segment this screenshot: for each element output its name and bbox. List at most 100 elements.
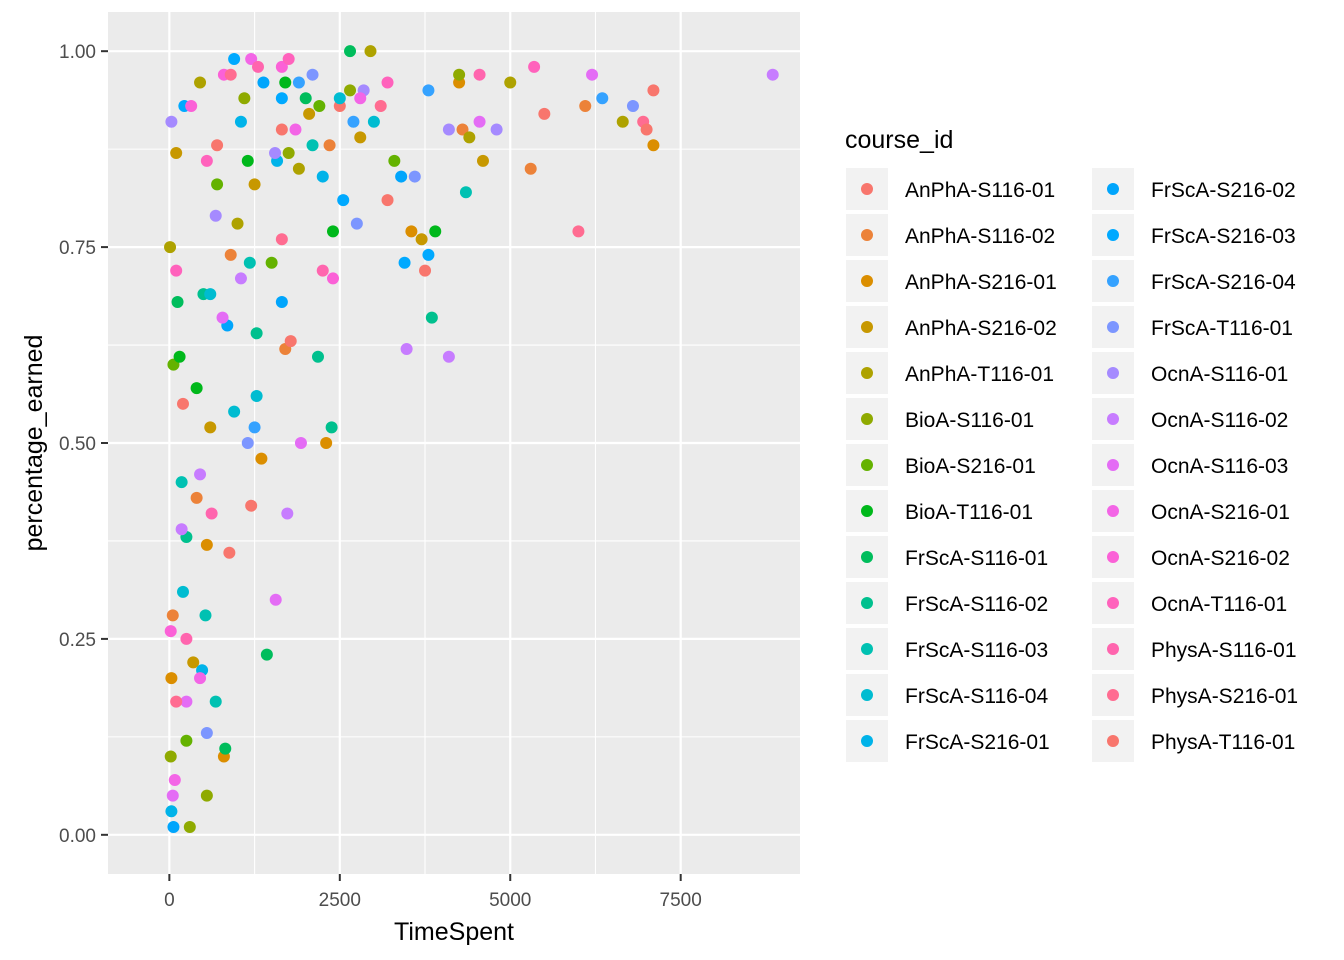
data-point	[190, 382, 203, 395]
data-point	[442, 350, 455, 363]
data-point	[647, 139, 660, 152]
legend-label: OcnA-T116-01	[1151, 593, 1287, 616]
major-gridlines	[108, 12, 800, 874]
legend-label: FrScA-T116-01	[1151, 317, 1293, 340]
data-point	[265, 256, 278, 269]
legend-swatch	[861, 321, 873, 333]
data-point	[354, 92, 367, 105]
data-point	[245, 499, 258, 512]
legend-item: PhysA-S116-01	[1092, 628, 1297, 670]
data-point	[572, 225, 585, 238]
legend-label: FrScA-S116-01	[905, 547, 1048, 570]
data-point	[248, 421, 261, 434]
legend-swatch	[861, 459, 873, 471]
data-point	[398, 256, 411, 269]
legend-item: FrScA-S116-03	[846, 628, 1048, 670]
data-point	[204, 421, 217, 434]
data-point	[388, 154, 401, 167]
legend-item: AnPhA-S116-01	[846, 168, 1055, 210]
data-point	[626, 100, 639, 113]
data-point	[228, 405, 241, 418]
data-point	[419, 264, 432, 277]
legend-swatch	[861, 597, 873, 609]
data-point	[234, 115, 247, 128]
data-point	[180, 734, 193, 747]
data-point	[504, 76, 517, 89]
data-point	[325, 421, 338, 434]
legend-item: AnPhA-T116-01	[846, 352, 1054, 394]
legend: AnPhA-S116-01 AnPhA-S116-02 AnPhA-S216-01 A…	[846, 168, 1298, 762]
legend-label: FrScA-S116-04	[905, 685, 1048, 708]
data-point	[490, 123, 503, 136]
legend-item: OcnA-T116-01	[1092, 582, 1287, 624]
legend-label: BioA-T116-01	[905, 501, 1033, 524]
data-point	[381, 194, 394, 207]
data-point	[257, 76, 270, 89]
data-point	[165, 672, 178, 685]
legend-swatch	[1107, 321, 1119, 333]
legend-item: BioA-S116-01	[846, 398, 1034, 440]
data-point	[200, 538, 213, 551]
data-point	[168, 773, 181, 786]
data-point	[463, 131, 476, 144]
legend-swatch	[861, 689, 873, 701]
x-tick-label: 7500	[660, 890, 702, 911]
data-point	[275, 295, 288, 308]
data-point	[640, 123, 653, 136]
data-point	[381, 76, 394, 89]
x-tick-label: 5000	[489, 890, 531, 911]
data-point	[311, 350, 324, 363]
y-tick-label: 0.00	[59, 826, 96, 847]
data-point	[316, 170, 329, 183]
data-point	[250, 389, 263, 402]
legend-item: FrScA-T116-01	[1092, 306, 1293, 348]
data-point	[289, 123, 302, 136]
x-tick-label: 2500	[319, 890, 361, 911]
legend-swatch	[861, 551, 873, 563]
legend-item: FrScA-S216-02	[1092, 168, 1296, 210]
legend-item: PhysA-T116-01	[1092, 720, 1295, 762]
legend-label: OcnA-S116-01	[1151, 363, 1288, 386]
legend-label: PhysA-T116-01	[1151, 731, 1295, 754]
legend-swatch	[861, 735, 873, 747]
legend-item: FrScA-S216-01	[846, 720, 1050, 762]
legend-swatch	[861, 183, 873, 195]
legend-label: AnPhA-S116-02	[905, 225, 1055, 248]
legend-label: FrScA-S216-03	[1151, 225, 1296, 248]
data-point	[429, 225, 442, 238]
data-point	[223, 546, 236, 559]
legend-item: AnPhA-S216-02	[846, 306, 1057, 348]
data-point	[176, 585, 189, 598]
data-point	[647, 84, 660, 97]
data-point	[347, 115, 360, 128]
data-point	[260, 648, 273, 661]
data-point	[245, 53, 258, 66]
legend-swatch	[1107, 367, 1119, 379]
data-point	[224, 248, 237, 261]
data-point	[326, 225, 339, 238]
data-point	[275, 123, 288, 136]
legend-swatch	[1107, 413, 1119, 425]
data-point	[616, 115, 629, 128]
legend-label: BioA-S216-01	[905, 455, 1036, 478]
axes: 0 2500 5000 7500 0.00 0.25 0.50 0.75 1.00	[59, 42, 702, 911]
data-point	[528, 60, 541, 73]
data-point	[476, 154, 489, 167]
data-point	[200, 789, 213, 802]
data-point	[234, 272, 247, 285]
data-point	[185, 100, 198, 113]
legend-label: OcnA-S216-01	[1151, 501, 1290, 524]
data-point	[199, 609, 212, 622]
data-point	[405, 225, 418, 238]
legend-swatch	[1107, 689, 1119, 701]
legend-label: AnPhA-T116-01	[905, 363, 1054, 386]
legend-swatch	[1107, 551, 1119, 563]
data-point	[453, 68, 466, 81]
data-point	[275, 92, 288, 105]
data-point	[248, 178, 261, 191]
legend-label: FrScA-S216-01	[905, 731, 1050, 754]
data-point	[459, 186, 472, 199]
data-point	[176, 397, 189, 410]
